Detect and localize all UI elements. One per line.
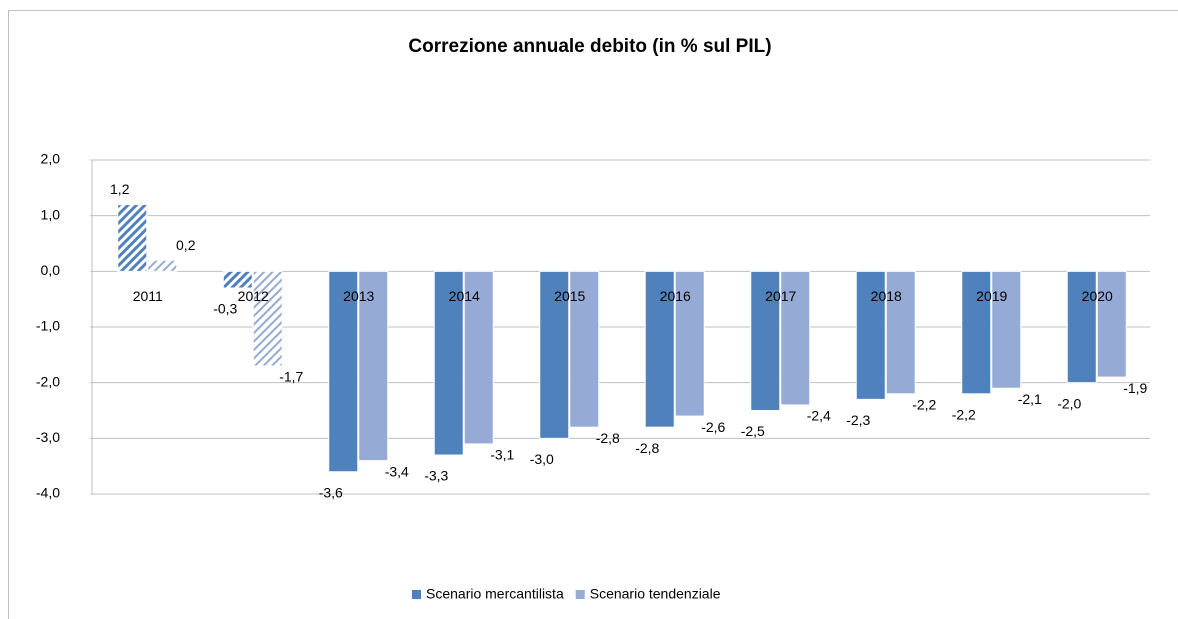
bar [644,270,675,428]
data-label: -2,1 [1018,391,1042,407]
data-label: -1,9 [1123,380,1147,396]
bar [147,259,178,272]
legend-swatch [412,590,421,599]
legend-label: Scenario mercantilista [426,586,564,602]
data-label: 0,2 [176,237,196,253]
x-tick-label: 2011 [133,288,163,304]
bar [222,270,253,289]
bar [117,204,148,272]
x-tick-label: 2015 [554,288,585,304]
data-label: -2,0 [1057,395,1081,411]
data-label: -3,1 [490,447,514,463]
bar [674,270,705,417]
y-tick-label: -3,0 [36,429,60,445]
data-label: -3,0 [530,451,554,467]
bar [252,270,283,367]
x-tick-label: 2018 [871,288,902,304]
legend-label: Scenario tendenziale [590,586,721,602]
y-tick-label: -2,0 [36,373,60,389]
y-tick-label: 1,0 [41,206,61,222]
bar [961,270,992,395]
x-tick-label: 2017 [765,288,796,304]
y-tick-label: -4,0 [36,485,60,501]
data-label: -2,2 [952,407,976,423]
bar [569,270,600,428]
bar [885,270,916,395]
bar [1096,270,1127,378]
data-label: -2,4 [807,408,831,424]
data-label: -2,3 [846,412,870,428]
bar [1066,270,1097,384]
bar [780,270,811,406]
data-label: -2,5 [741,423,765,439]
bar [328,270,359,473]
data-label: 1,2 [110,181,130,197]
x-tick-label: 2012 [238,288,269,304]
data-label: -2,6 [701,419,725,435]
data-label: -0,3 [213,301,237,317]
chart-frame [8,10,1178,619]
data-label: -3,4 [385,463,409,479]
x-tick-label: 2020 [1082,288,1113,304]
bar [539,270,570,439]
y-tick-label: 0,0 [41,262,61,278]
chart-title: Correzione annuale debito (in % sul PIL) [408,36,771,57]
data-label: -2,8 [635,440,659,456]
bar [358,270,389,462]
data-label: -3,6 [319,484,343,500]
y-tick-label: 2,0 [41,151,61,167]
x-tick-label: 2014 [449,288,480,304]
bar [463,270,494,445]
bar [433,270,464,456]
y-tick-label: -1,0 [36,318,60,334]
bar [855,270,886,400]
data-label: -3,3 [424,468,448,484]
data-label: -1,7 [279,369,303,385]
x-tick-label: 2019 [976,288,1007,304]
data-label: -2,8 [596,430,620,446]
x-tick-label: 2016 [660,288,691,304]
bar [991,270,1022,389]
data-label: -2,2 [912,397,936,413]
x-tick-label: 2013 [343,288,374,304]
legend-swatch [575,590,585,599]
bar [750,270,781,412]
